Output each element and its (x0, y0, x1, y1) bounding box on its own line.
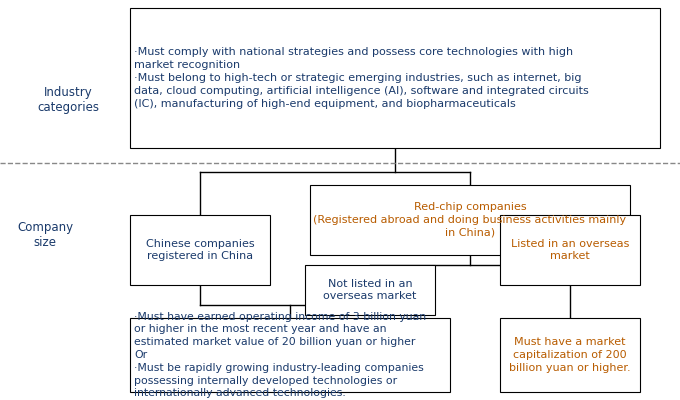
FancyBboxPatch shape (305, 265, 435, 315)
Text: ·Must comply with national strategies and possess core technologies with high
ma: ·Must comply with national strategies an… (134, 47, 589, 109)
FancyBboxPatch shape (130, 8, 660, 148)
Text: Company
size: Company size (17, 221, 73, 249)
Text: Red-chip companies
(Registered abroad and doing business activities mainly
in Ch: Red-chip companies (Registered abroad an… (313, 202, 626, 238)
FancyBboxPatch shape (130, 318, 450, 392)
Text: Must have a market
capitalization of 200
billion yuan or higher.: Must have a market capitalization of 200… (509, 337, 631, 373)
FancyBboxPatch shape (310, 185, 630, 255)
Text: Listed in an overseas
market: Listed in an overseas market (511, 238, 629, 262)
Text: Chinese companies
registered in China: Chinese companies registered in China (146, 238, 254, 262)
FancyBboxPatch shape (500, 318, 640, 392)
Text: ·Must have earned operating income of 3 billion yuan
or higher in the most recen: ·Must have earned operating income of 3 … (134, 312, 426, 398)
FancyBboxPatch shape (130, 215, 270, 285)
Text: Not listed in an
overseas market: Not listed in an overseas market (323, 278, 417, 302)
Text: Industry
categories: Industry categories (37, 86, 99, 114)
FancyBboxPatch shape (500, 215, 640, 285)
